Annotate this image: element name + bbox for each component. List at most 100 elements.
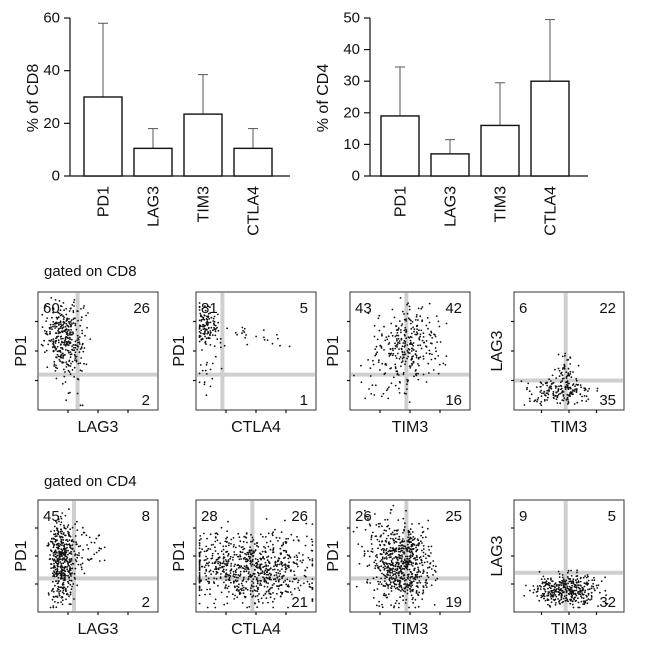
event-dot: [60, 601, 62, 603]
event-dot: [410, 327, 413, 330]
event-dot: [200, 325, 202, 328]
event-dot: [69, 391, 71, 394]
event-dot: [245, 566, 248, 569]
event-dot: [302, 559, 304, 562]
event-dot: [213, 324, 216, 326]
event-dot: [237, 564, 240, 566]
event-dot: [386, 563, 389, 565]
event-dot: [52, 580, 54, 583]
event-dot: [415, 546, 417, 549]
event-dot: [445, 322, 448, 325]
event-dot: [205, 343, 208, 345]
event-dot: [52, 345, 55, 348]
event-dot: [406, 349, 409, 352]
event-dot: [394, 565, 397, 568]
event-dot: [51, 558, 54, 560]
event-dot: [374, 513, 376, 515]
event-dot: [419, 356, 422, 358]
event-dot: [244, 536, 247, 538]
event-dot: [564, 580, 567, 583]
event-dot: [567, 600, 569, 603]
event-dot: [410, 594, 413, 597]
event-dot: [275, 574, 278, 576]
event-dot: [420, 534, 422, 537]
quadrant-upper-left: 6: [519, 300, 527, 317]
event-dot: [258, 593, 260, 595]
event-dot: [403, 351, 406, 354]
event-dot: [57, 518, 60, 520]
event-dot: [217, 329, 220, 332]
event-dot: [259, 572, 262, 575]
event-dot: [401, 360, 404, 362]
event-dot: [369, 582, 372, 584]
event-dot: [388, 579, 391, 582]
event-dot: [597, 605, 599, 607]
event-dot: [577, 580, 580, 583]
event-dot: [394, 568, 397, 571]
event-dot: [203, 383, 206, 386]
event-dot: [412, 553, 415, 556]
event-dot: [53, 363, 56, 366]
event-dot: [590, 596, 593, 598]
event-dot: [62, 562, 65, 565]
event-dot: [564, 354, 566, 357]
event-dot: [276, 565, 278, 568]
event-dot: [209, 593, 211, 596]
event-dot: [55, 325, 58, 328]
event-dot: [387, 587, 389, 589]
event-dot: [579, 591, 582, 593]
event-dot: [550, 601, 553, 604]
event-dot: [390, 322, 393, 325]
event-dot: [399, 596, 401, 599]
event-dot: [52, 587, 54, 590]
event-dot: [408, 530, 411, 533]
event-dot: [244, 336, 247, 339]
event-dot: [561, 576, 564, 579]
event-dot: [302, 554, 304, 556]
event-dot: [206, 606, 209, 609]
event-dot: [394, 602, 397, 605]
event-dot: [243, 565, 246, 568]
event-dot: [297, 581, 299, 584]
event-dot: [80, 346, 83, 348]
event-dot: [242, 540, 245, 543]
event-dot: [70, 553, 73, 555]
event-dot: [71, 572, 73, 574]
event-dot: [47, 542, 50, 544]
event-dot: [406, 560, 409, 563]
event-dot: [311, 600, 314, 602]
event-dot: [574, 388, 576, 391]
event-dot: [52, 554, 55, 557]
event-dot: [64, 570, 67, 573]
event-dot: [422, 336, 425, 338]
event-dot: [424, 536, 427, 538]
event-dot: [430, 545, 433, 548]
event-dot: [257, 546, 260, 548]
event-dot: [68, 552, 71, 554]
event-dot: [569, 395, 571, 398]
event-dot: [408, 305, 411, 308]
event-dot: [396, 352, 399, 355]
event-dot: [69, 332, 71, 334]
event-dot: [394, 366, 397, 368]
event-dot: [252, 578, 255, 580]
event-dot: [58, 594, 61, 597]
event-dot: [81, 343, 84, 346]
event-dot: [56, 527, 59, 530]
event-dot: [213, 345, 216, 347]
event-dot: [62, 315, 64, 317]
event-dot: [73, 572, 76, 575]
event-dot: [582, 603, 584, 605]
event-dot: [52, 311, 54, 314]
event-dot: [425, 324, 428, 327]
event-dots: [352, 504, 439, 609]
event-dot: [381, 540, 384, 542]
event-dot: [259, 584, 261, 586]
event-dot: [230, 565, 232, 567]
event-dot: [206, 557, 209, 560]
event-dot: [54, 366, 57, 369]
event-dot: [234, 579, 237, 582]
event-dot: [383, 557, 386, 559]
event-dot: [70, 588, 73, 591]
event-dot: [404, 344, 406, 347]
